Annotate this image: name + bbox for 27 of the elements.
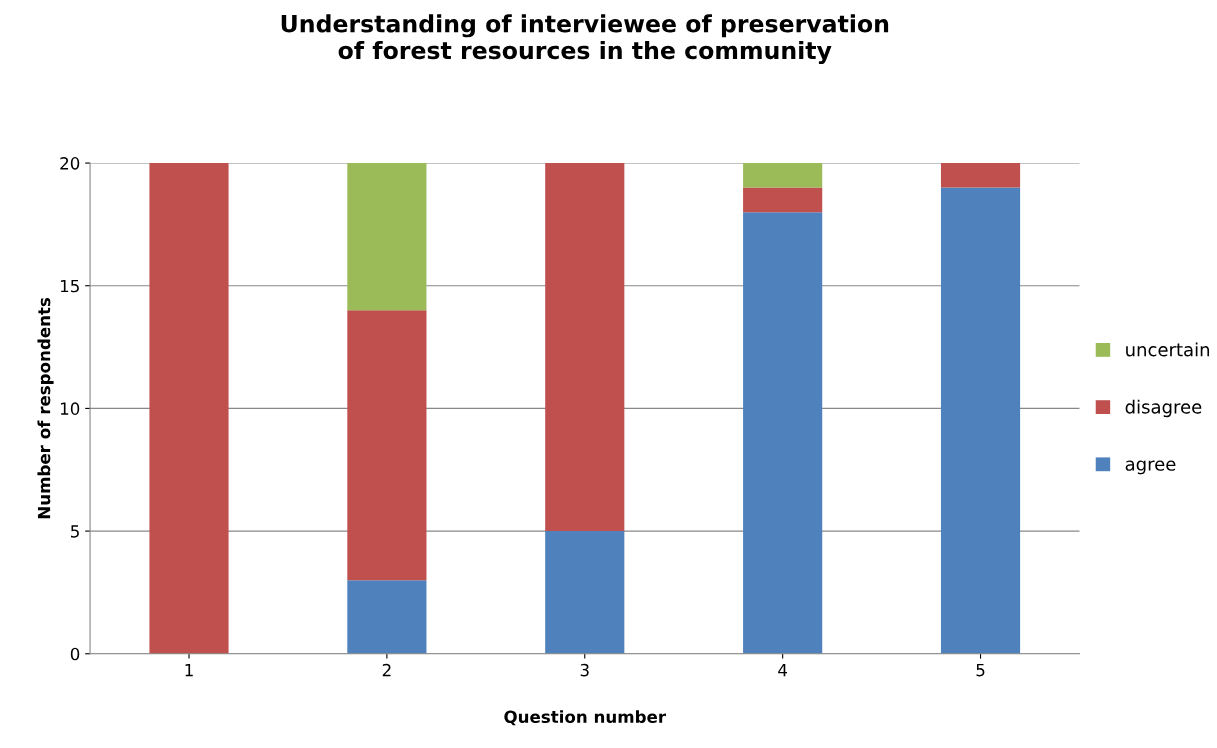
bar — [347, 310, 427, 581]
y-tick-label: 15 — [60, 279, 79, 293]
bar — [940, 163, 1021, 188]
x-axis-title: Question number — [504, 710, 667, 726]
bar — [149, 163, 229, 654]
x-tick-label: 5 — [976, 663, 985, 677]
y-axis-title: Number of respondents — [37, 297, 54, 519]
y-tick-label: 20 — [60, 157, 80, 170]
x-tick-label: 3 — [580, 663, 589, 677]
bar — [545, 163, 625, 532]
y-tick-label: 5 — [71, 525, 79, 538]
y-tick-label: 0 — [70, 647, 80, 661]
y-tick-label: 10 — [60, 402, 80, 415]
bar — [347, 163, 427, 311]
x-tick-label: 1 — [185, 663, 193, 677]
legend-label: disagree — [1125, 399, 1202, 418]
bar — [743, 212, 823, 654]
bar — [743, 187, 823, 213]
chart-title: Understanding of interviewee of preservation of forest resources in the community — [281, 14, 889, 64]
x-tick-label: 2 — [382, 663, 391, 677]
legend-label: uncertain — [1126, 342, 1210, 357]
bar — [545, 531, 625, 654]
bar — [743, 163, 823, 188]
legend-label: agree — [1125, 460, 1176, 475]
x-tick-label: 4 — [778, 663, 788, 677]
bar — [347, 580, 427, 654]
bar — [940, 187, 1021, 654]
